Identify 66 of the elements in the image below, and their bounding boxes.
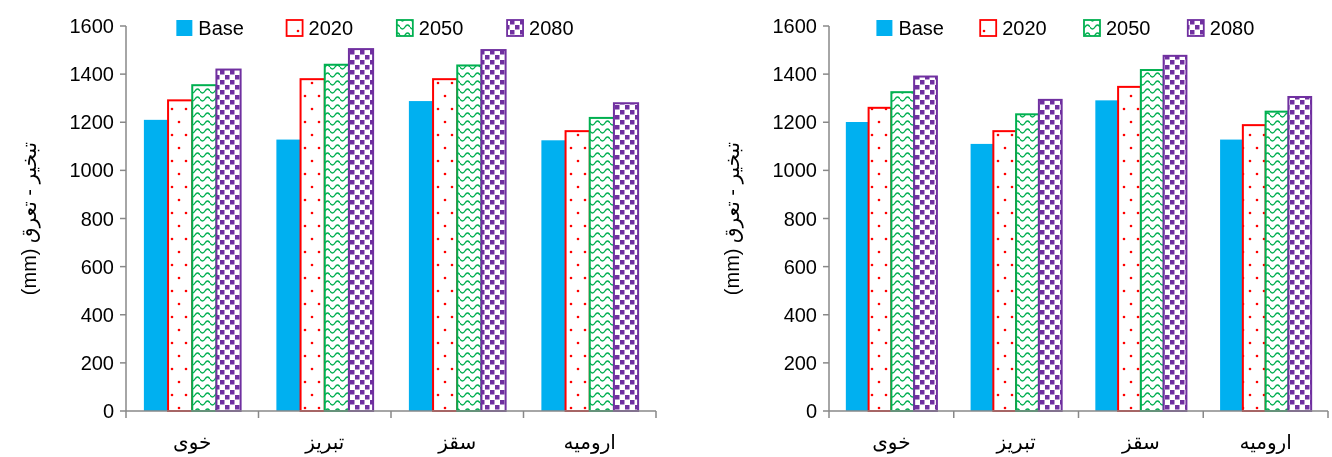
- bar: [890, 91, 916, 412]
- x-tick-label: تبریز: [995, 431, 1036, 454]
- y-tick-label: 200: [783, 351, 817, 374]
- y-tick-label: 800: [783, 207, 817, 230]
- y-tick-label: 1600: [772, 15, 817, 37]
- legend-label: Base: [898, 17, 944, 39]
- legend-label: 2050: [418, 17, 464, 39]
- legend-label: 2080: [529, 17, 574, 39]
- y-tick-label: 0: [805, 400, 817, 422]
- y-tick-label: 0: [102, 400, 114, 422]
- bar: [588, 116, 615, 412]
- legend-label: 2020: [308, 17, 354, 39]
- y-tick-label: 800: [80, 207, 114, 230]
- legend-label: 2020: [1002, 17, 1047, 39]
- bar: [612, 102, 640, 412]
- bar: [1220, 139, 1243, 411]
- x-tick-label: سقز: [1120, 431, 1160, 454]
- bar: [1095, 100, 1119, 411]
- bar: [215, 68, 242, 412]
- bar: [143, 119, 169, 411]
- bar: [299, 78, 326, 412]
- y-tick-label: 1000: [69, 159, 114, 182]
- bar: [992, 130, 1018, 412]
- bar: [1287, 95, 1313, 412]
- bar: [541, 140, 566, 411]
- bar: [432, 78, 459, 412]
- y-axis-title: تبخیر - تعرق (mm): [18, 141, 41, 296]
- y-tick-label: 600: [783, 255, 817, 278]
- y-tick-label: 1600: [69, 15, 114, 37]
- y-tick-label: 1400: [69, 63, 114, 86]
- y-tick-label: 1400: [772, 63, 817, 86]
- bar: [564, 130, 591, 412]
- legend-label: 2080: [1209, 17, 1255, 39]
- bar: [845, 122, 869, 411]
- x-tick-label: سقز: [437, 431, 477, 454]
- bar: [1241, 124, 1267, 412]
- x-tick-label: ارومیه: [1239, 431, 1292, 454]
- bar: [1117, 85, 1142, 412]
- y-tick-label: 1000: [772, 159, 817, 182]
- bar: [347, 48, 375, 412]
- bar: [1162, 54, 1188, 412]
- bar: [480, 49, 507, 412]
- y-tick-label: 1200: [772, 111, 817, 134]
- legend-label: 2050: [1105, 17, 1151, 39]
- bar: [1015, 113, 1040, 412]
- bar: [1037, 98, 1063, 412]
- y-tick-label: 200: [80, 351, 114, 374]
- bar: [408, 101, 434, 411]
- x-tick-label: خوی: [173, 431, 212, 454]
- bar: [276, 139, 301, 411]
- bar: [323, 63, 350, 412]
- bar: [1139, 69, 1165, 412]
- bar: [456, 64, 483, 412]
- bar: [191, 84, 218, 412]
- x-tick-label: تبریز: [304, 431, 345, 454]
- y-tick-label: 1200: [69, 111, 114, 134]
- x-tick-label: ارومیه: [563, 431, 616, 454]
- bar: [167, 99, 194, 412]
- y-axis-title: تبخیر - تعرق (mm): [721, 141, 744, 296]
- x-tick-label: خوی: [872, 431, 911, 454]
- legend-label: Base: [198, 17, 244, 39]
- y-tick-label: 400: [783, 303, 817, 326]
- y-tick-label: 400: [80, 303, 114, 326]
- y-tick-label: 600: [80, 255, 114, 278]
- bar: [913, 75, 938, 412]
- bar: [970, 143, 994, 411]
